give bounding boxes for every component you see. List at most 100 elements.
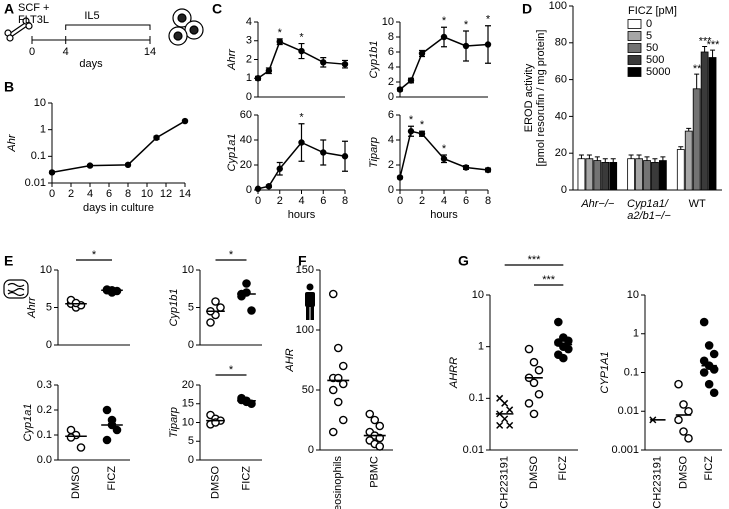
y-tick-label: 60 [240, 109, 252, 121]
bar [609, 161, 618, 191]
point [265, 183, 273, 190]
x-tick-label: Ahr−/− [580, 198, 615, 210]
significance: * [442, 143, 447, 155]
point [496, 421, 504, 429]
y-tick-label: 40 [240, 134, 252, 146]
point [112, 425, 122, 435]
point [320, 149, 327, 156]
bar [659, 160, 667, 191]
point [699, 356, 709, 366]
point [484, 41, 492, 48]
error-bar [652, 158, 658, 163]
y-tick-label: 10 [627, 289, 639, 301]
significance: * [229, 364, 234, 376]
point [396, 86, 404, 93]
y-tick-label: 2 [388, 159, 394, 171]
point [338, 379, 348, 389]
x-tick-label: FICZ [557, 456, 569, 481]
timeline-tick-label: 0 [29, 46, 35, 58]
y-tick-label: 0.01 [618, 405, 639, 417]
x-tick-label: FICZ [106, 466, 118, 491]
point [66, 433, 76, 442]
x-tick-label: 8 [342, 195, 348, 207]
point [484, 166, 492, 174]
y-tick-label: 10 [182, 264, 194, 276]
point [534, 365, 544, 375]
point [704, 379, 714, 389]
significance: * [299, 112, 304, 124]
legend-swatch [627, 43, 642, 53]
significance: * [464, 19, 469, 31]
cytokine-bracket [65, 24, 151, 30]
point [709, 349, 719, 359]
panel-label: D [522, 1, 532, 17]
point [462, 164, 470, 171]
point [684, 434, 693, 443]
significance: * [486, 14, 491, 26]
error-bar [694, 73, 700, 89]
y-axis-label: [pmol resorufin / mg protein] [535, 30, 547, 167]
point [418, 50, 426, 57]
point [320, 59, 327, 66]
point [254, 75, 262, 82]
x-tick-label: 0 [255, 195, 261, 207]
point [338, 361, 348, 371]
significance: ** [693, 63, 702, 75]
point [462, 42, 470, 50]
y-tick-label: 80 [555, 37, 567, 49]
cytokine-label: IL5 [84, 10, 99, 22]
point [407, 128, 415, 135]
legend-swatch [627, 67, 642, 77]
x-tick-label: 12 [160, 188, 172, 200]
bar [643, 160, 651, 191]
y-tick-label: 15 [182, 398, 194, 410]
x-tick-label: PBMC [369, 456, 381, 488]
bar [585, 158, 594, 191]
point [328, 427, 338, 437]
point [529, 357, 539, 367]
point [375, 442, 385, 451]
point [396, 174, 404, 181]
y-axis-label: Cyp1a1 [226, 134, 238, 172]
x-axis-label: hours [430, 209, 458, 221]
significance: *** [528, 254, 542, 266]
y-axis-label: CYP1A1 [599, 351, 611, 393]
panel-label: E [4, 253, 13, 269]
y-tick-label: 0 [308, 444, 314, 456]
point [333, 343, 343, 353]
point [529, 378, 539, 388]
y-tick-label: 1 [246, 72, 252, 84]
significance: * [299, 31, 304, 43]
y-tick-label: 100 [296, 324, 314, 336]
y-tick-label: 0 [46, 339, 52, 351]
point [674, 415, 683, 425]
point [699, 368, 709, 377]
y-axis-label: Tiparp [368, 137, 380, 168]
panel-label: A [4, 1, 14, 17]
x-axis-label: days in culture [83, 202, 154, 214]
y-tick-label: 0.3 [37, 379, 52, 391]
timeline-label: days [79, 58, 103, 70]
legend-swatch [627, 55, 642, 65]
point [564, 344, 573, 354]
y-tick-label: 20 [555, 147, 567, 159]
x-tick-label: CH223191 [652, 456, 664, 509]
point [181, 117, 189, 125]
significance: * [420, 119, 425, 131]
y-tick-label: 5 [188, 435, 194, 447]
y-axis-label: AHR [284, 348, 296, 372]
line [51, 120, 186, 174]
point [684, 406, 693, 416]
legend-label: 0 [646, 18, 652, 30]
x-tick-label: WT [689, 198, 706, 210]
point [506, 406, 514, 414]
point [529, 409, 539, 419]
x-tick-label: 14 [179, 188, 191, 200]
error-bar [644, 156, 650, 161]
x-tick-label: DMSO [528, 456, 540, 489]
y-tick-label: 1 [478, 341, 484, 353]
point [440, 155, 448, 162]
y-tick-label: 60 [555, 74, 567, 86]
point [365, 409, 375, 419]
point [328, 289, 338, 299]
